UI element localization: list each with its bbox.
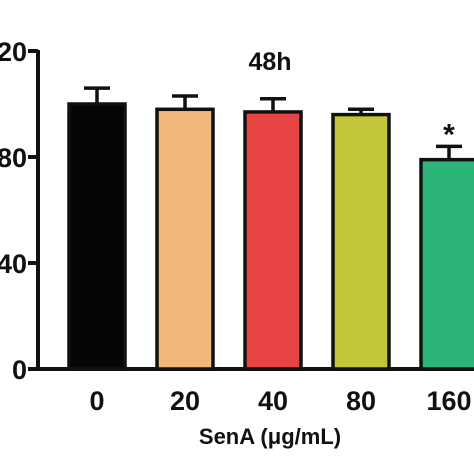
bar bbox=[243, 110, 303, 371]
x-tick-label: 20 bbox=[170, 386, 200, 416]
error-bars bbox=[84, 86, 462, 160]
x-tick-label: 80 bbox=[346, 386, 376, 416]
y-tick-label: 40 bbox=[0, 249, 27, 279]
bar bbox=[419, 157, 474, 371]
significance-mark: * bbox=[443, 118, 455, 151]
tick-labels: 0 40 80 120 0 20 40 80 160 bbox=[0, 37, 472, 416]
x-tick-label: 0 bbox=[89, 386, 104, 416]
bar bbox=[331, 112, 391, 371]
x-tick-label: 160 bbox=[426, 386, 471, 416]
y-axis bbox=[28, 49, 40, 371]
y-tick-label: 80 bbox=[0, 143, 27, 173]
significance-markers: * bbox=[443, 118, 455, 151]
bar bbox=[67, 102, 127, 371]
x-tick-label: 40 bbox=[258, 386, 288, 416]
y-tick-label: 120 bbox=[0, 37, 27, 67]
x-axis-label: SenA (μg/mL) bbox=[199, 424, 341, 449]
y-tick-label: 0 bbox=[12, 355, 27, 385]
bars bbox=[67, 102, 474, 371]
chart-title: 48h bbox=[248, 48, 291, 76]
bar bbox=[155, 107, 215, 371]
